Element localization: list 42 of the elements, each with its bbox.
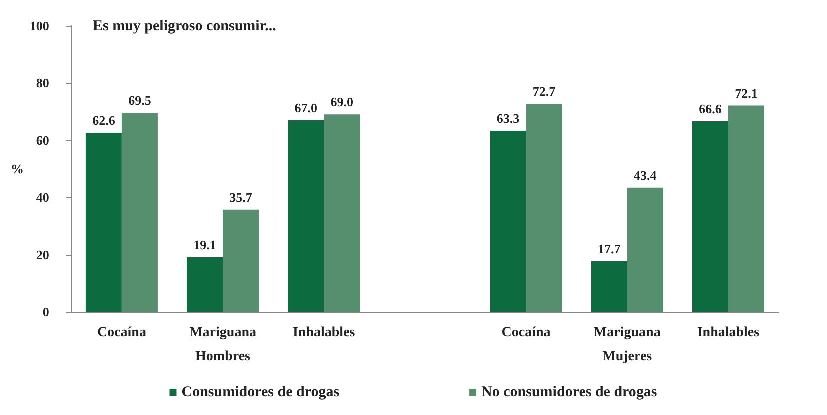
bar — [627, 188, 664, 312]
data-label: 72.7 — [532, 84, 556, 100]
y-tick-label: 40 — [36, 190, 50, 206]
data-label: 35.7 — [230, 190, 253, 205]
bar — [728, 106, 764, 312]
x-tick-label: Cocaína — [502, 326, 551, 340]
data-label: 63.3 — [496, 110, 520, 126]
chart-title: Es muy peligroso consumir... — [93, 18, 277, 34]
data-label: 72.1 — [735, 86, 758, 101]
text: Mujeres — [602, 350, 653, 364]
x-tick-label: Mariguana — [594, 326, 661, 340]
bar — [187, 257, 224, 312]
data-label: 19.1 — [194, 237, 216, 252]
data-label: 69.0 — [330, 94, 354, 110]
y-tick-label: 60 — [36, 132, 50, 148]
bar — [591, 261, 628, 312]
bar — [692, 122, 728, 312]
y-tick-label: 80 — [36, 76, 50, 91]
bar — [490, 130, 526, 312]
data-label: 62.6 — [92, 112, 116, 128]
y-tick-label: 20 — [36, 247, 50, 262]
x-tick-label: Inhalables — [292, 326, 356, 340]
bar — [122, 113, 158, 312]
y-tick-label: 0 — [42, 304, 50, 320]
x-tick-label: Inhalables — [697, 326, 760, 340]
legend-label: Consumidores de drogas — [182, 384, 340, 400]
data-label: 17.7 — [598, 241, 622, 256]
bar — [324, 114, 360, 312]
bar — [526, 104, 562, 312]
legend-label: No consumidores de drogas — [482, 384, 658, 400]
data-label: 67.0 — [294, 100, 318, 116]
bar — [86, 132, 122, 312]
bar — [223, 210, 260, 312]
bar — [288, 120, 324, 312]
y-tick-label: 100 — [30, 18, 50, 34]
y-axis-title: % — [11, 162, 24, 176]
data-label: 66.6 — [699, 102, 722, 117]
x-tick-label: Cocaína — [97, 326, 146, 340]
text: Hombres — [196, 350, 252, 364]
data-label: 69.5 — [128, 93, 152, 108]
x-tick-label: Mariguana — [190, 326, 256, 340]
data-label: 43.4 — [634, 168, 658, 183]
